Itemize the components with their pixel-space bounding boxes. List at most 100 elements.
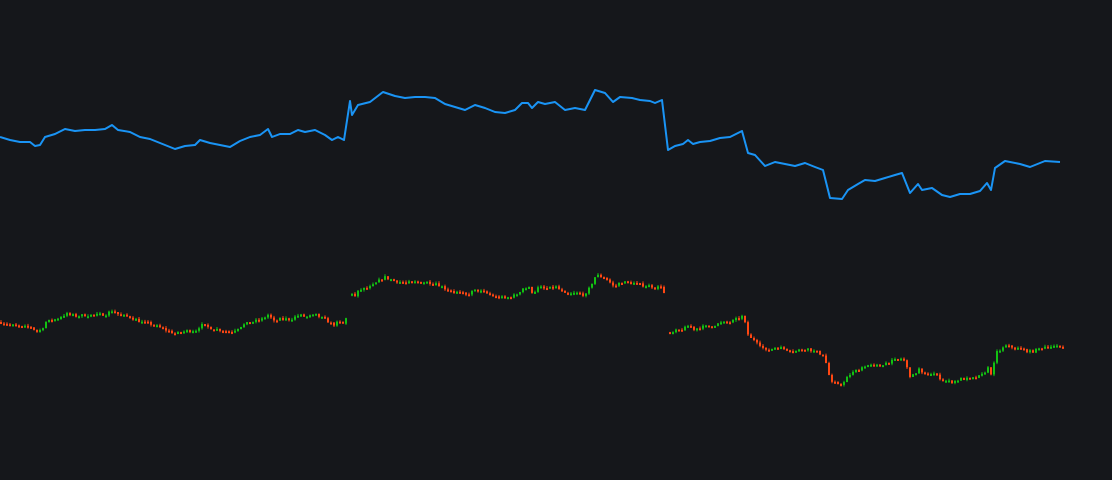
candle-body [96, 313, 98, 316]
candle [171, 329, 173, 334]
candle-body [84, 314, 86, 317]
candle [558, 284, 560, 290]
candle [657, 284, 659, 291]
candle-body [420, 281, 422, 284]
candle [228, 330, 230, 334]
candle-body [630, 282, 632, 285]
candle-body [687, 325, 689, 328]
candle [339, 320, 341, 324]
candle-body [201, 324, 203, 329]
candle-body [492, 294, 494, 297]
candle [636, 281, 638, 285]
candle [1023, 347, 1025, 351]
candle-body [957, 380, 959, 383]
candle [873, 363, 875, 367]
candle-body [564, 290, 566, 293]
candle [72, 313, 74, 317]
candle-body [237, 328, 239, 331]
candle-body [633, 282, 635, 285]
candle [1044, 344, 1046, 350]
candle [792, 349, 794, 354]
candle [285, 316, 287, 322]
line-series [0, 89, 1061, 200]
candle-body [126, 314, 128, 317]
candle-body [111, 311, 113, 314]
candle [396, 280, 398, 284]
candle-body [312, 314, 314, 317]
candle [477, 289, 479, 293]
candle-body [705, 325, 707, 328]
candle-body [678, 329, 680, 332]
candle [324, 315, 326, 319]
candle-body [669, 332, 671, 335]
candle [867, 364, 869, 368]
candle [216, 326, 218, 331]
candle-body [981, 373, 983, 376]
candle-body [1020, 347, 1022, 350]
candle-body [636, 282, 638, 285]
candle-body [39, 330, 41, 333]
candle [378, 277, 380, 283]
candle-body [522, 288, 524, 293]
candle-body [156, 325, 158, 328]
candle [630, 280, 632, 285]
candle [186, 329, 188, 334]
candle [1047, 345, 1049, 349]
candle [144, 319, 146, 324]
candle-body [246, 322, 248, 325]
candle [663, 285, 665, 294]
candle [813, 349, 815, 353]
candle [828, 361, 830, 376]
candle-body [573, 292, 575, 295]
candle-body [501, 296, 503, 299]
candle [546, 286, 548, 291]
candle-body [780, 347, 782, 350]
candle [198, 326, 200, 333]
candle [1059, 345, 1061, 348]
candle [1056, 344, 1058, 348]
candle-body [1026, 349, 1028, 353]
candle-body [702, 325, 704, 329]
candle-body [657, 286, 659, 289]
candle [498, 295, 500, 300]
candle [627, 280, 629, 284]
candle-body [969, 377, 971, 380]
candle [978, 375, 980, 379]
candle [804, 349, 806, 352]
candle [177, 331, 179, 335]
candle [939, 372, 941, 381]
candle-body [132, 317, 134, 320]
candle [267, 313, 269, 319]
candle [981, 372, 983, 377]
candle-body [387, 276, 389, 280]
candle-body [42, 328, 44, 331]
candle-body [411, 281, 413, 284]
candle [897, 358, 899, 361]
candle-body [759, 342, 761, 346]
candle-body [498, 296, 500, 299]
candle-body [21, 326, 23, 329]
candle-body [531, 286, 533, 293]
candle-body [447, 289, 449, 292]
candle [930, 372, 932, 377]
candle [183, 330, 185, 334]
candle-body [135, 318, 137, 321]
candle [69, 312, 71, 317]
candle [363, 287, 365, 292]
candle [927, 372, 929, 376]
candle-body [645, 286, 647, 289]
candle-body [240, 326, 242, 329]
candle [774, 347, 776, 350]
candle [645, 285, 647, 289]
candle-body [585, 293, 587, 296]
candle-body [252, 321, 254, 324]
candle [972, 377, 974, 380]
candle [273, 315, 275, 323]
candle-body [729, 322, 731, 325]
candle-body [486, 291, 488, 294]
candle-body [294, 316, 296, 320]
candle [294, 315, 296, 321]
candle-body [264, 317, 266, 320]
candle-body [579, 292, 581, 295]
